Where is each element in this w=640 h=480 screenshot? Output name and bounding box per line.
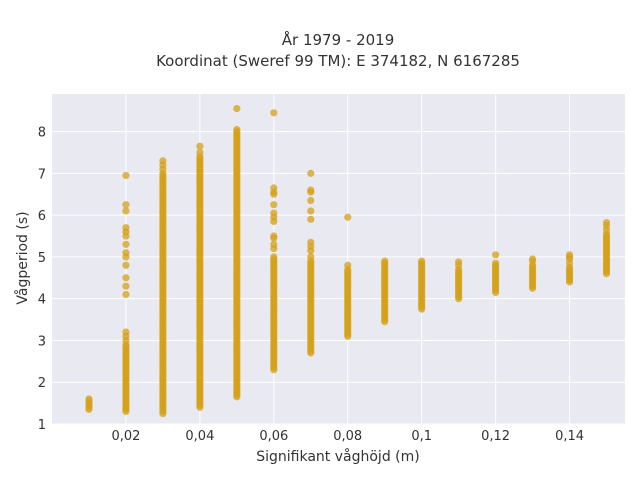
scatter-point [344,261,352,269]
scatter-point [307,238,315,246]
scatter-point [122,290,130,299]
y-axis-ticks: 1 2 3 4 5 6 7 8 [38,126,46,433]
chart-subtitle: Koordinat (Sweref 99 TM): E 374182, N 61… [156,52,520,70]
scatter-point [307,169,315,177]
data-points [85,105,611,418]
x-tick-label: 0,06 [259,429,288,444]
scatter-point [270,232,278,240]
scatter-point [122,171,130,180]
scatter-point [122,201,130,209]
scatter-point [418,257,426,265]
scatter-point [122,249,130,257]
scatter-point [492,259,500,267]
y-tick-label: 3 [38,334,46,349]
scatter-point [344,213,352,221]
scatter-point [381,257,389,265]
scatter-point [122,207,130,215]
scatter-point [270,201,278,209]
scatter-point [233,125,241,134]
y-tick-label: 5 [38,251,46,266]
scatter-point [602,219,611,227]
scatter-point [270,109,278,117]
scatter-point [122,328,130,336]
scatter-point [196,148,204,157]
scatter-point [270,253,278,261]
plot-area [52,94,625,424]
y-tick-label: 7 [38,167,46,182]
scatter-point [528,255,537,263]
x-tick-label: 0,12 [481,429,510,444]
scatter-point [455,258,463,266]
scatter-point [307,196,315,205]
scatter-point [159,157,167,165]
scatter-point [122,240,130,248]
x-tick-label: 0,08 [333,429,362,444]
scatter-point [565,251,574,259]
scatter-point [233,105,241,113]
x-tick-label: 0,1 [411,429,432,444]
scatter-point [122,274,130,282]
scatter-point [122,224,130,232]
y-tick-label: 4 [38,293,46,308]
scatter-point [307,215,315,223]
scatter-point [307,207,315,215]
scatter-point [307,253,315,261]
x-axis-title: Signifikant våghöjd (m) [256,448,419,465]
y-tick-label: 8 [38,126,46,141]
scatter-point [492,251,500,259]
chart-title: År 1979 - 2019 [282,30,395,49]
y-tick-label: 1 [38,418,46,433]
scatter-point [196,142,204,150]
y-tick-label: 6 [38,209,46,224]
scatter-point [270,184,278,192]
gridlines [52,94,625,425]
scatter-point [122,261,130,269]
scatter-point [270,209,278,217]
x-tick-label: 0,02 [111,429,140,444]
x-tick-label: 0,04 [185,429,214,444]
y-axis-title: Vågperiod (s) [14,211,31,304]
x-tick-label: 0,14 [555,429,584,444]
y-tick-label: 2 [38,376,46,391]
scatter-point [122,282,130,290]
scatter-point [307,186,315,194]
scatter-point [270,240,278,248]
scatter-point [85,395,93,403]
x-axis-ticks: 0,02 0,04 0,06 0,08 0,1 0,12 0,14 [111,429,584,444]
